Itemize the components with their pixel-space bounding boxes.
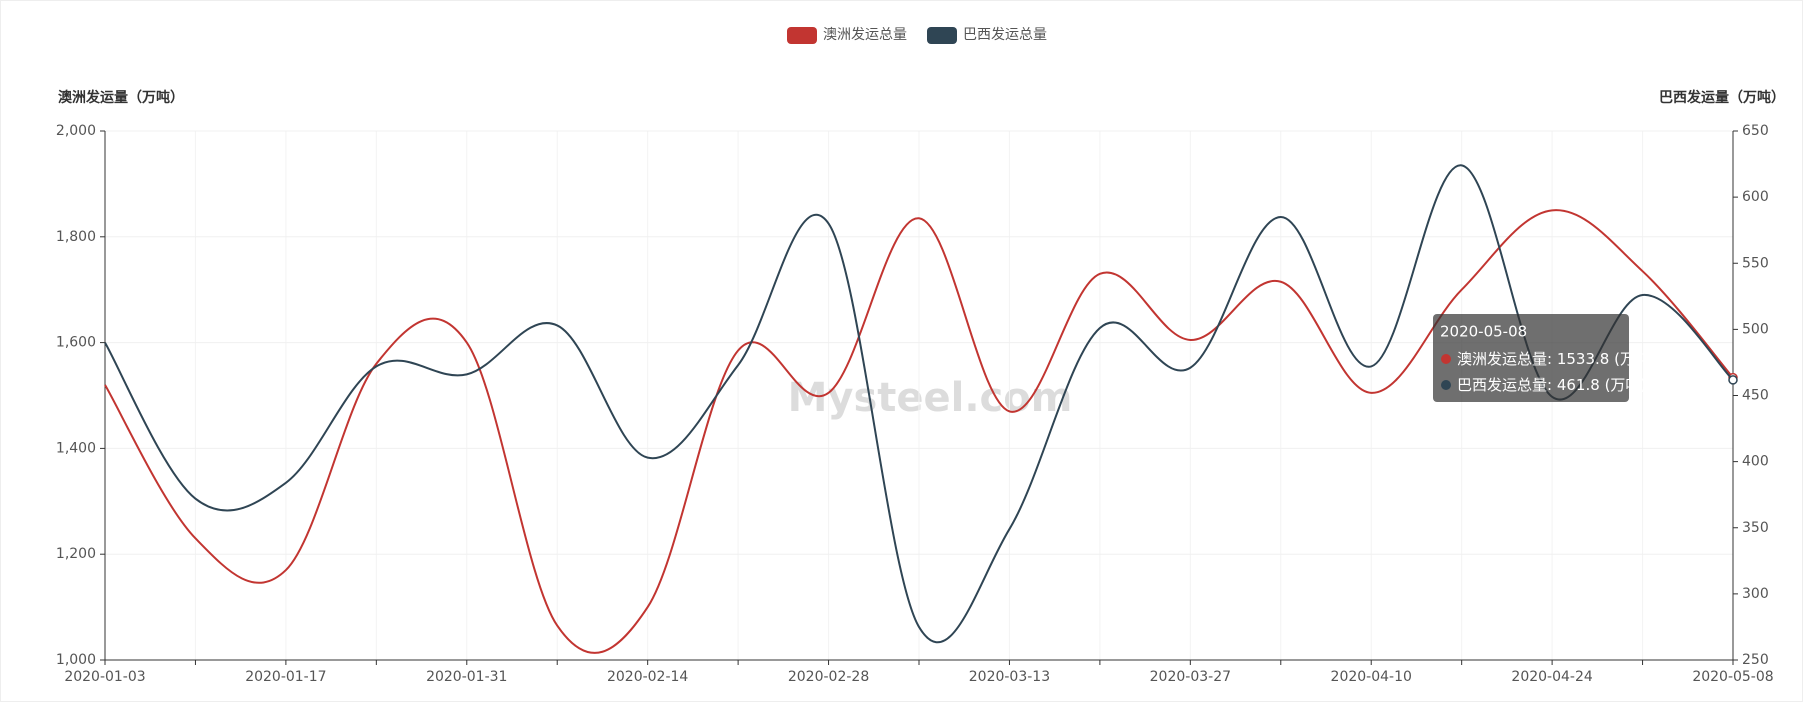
y2-tick-label: 450 — [1742, 388, 1769, 404]
tooltip-value: 461.8 — [1557, 376, 1600, 394]
x-tick-label: 2020-02-14 — [607, 669, 688, 685]
y2-tick-label: 500 — [1742, 321, 1769, 337]
y-tick-label: 1,000 — [56, 652, 96, 668]
legend-swatch — [787, 27, 817, 44]
y-axis-title: 澳洲发运量（万吨） — [58, 89, 184, 106]
y-tick-label: 1,400 — [56, 440, 96, 456]
x-tick-label: 2020-04-10 — [1331, 669, 1412, 685]
legend-swatch — [927, 27, 957, 44]
y-tick-label: 1,600 — [56, 335, 96, 351]
tooltip-unit: (万吨) — [1614, 350, 1656, 368]
y2-tick-label: 550 — [1742, 255, 1769, 271]
y2-tick-label: 300 — [1742, 586, 1769, 602]
tooltip-dot — [1441, 380, 1451, 390]
x-tick-label: 2020-02-28 — [788, 669, 869, 685]
tooltip-name: 巴西发运总量 — [1457, 376, 1547, 394]
line — [104, 209, 1734, 654]
line — [104, 164, 1734, 644]
legend-label: 巴西发运总量 — [963, 27, 1047, 43]
tooltip-unit: (万吨) — [1605, 376, 1647, 394]
tooltip: 2020-05-08 澳洲发运总量: 1533.8 (万吨) 巴西发运总量: 461… — [1433, 314, 1656, 402]
legend-label: 澳洲发运总量 — [823, 27, 907, 43]
tooltip-row: 巴西发运总量: 461.8 (万吨) — [1457, 376, 1646, 394]
tooltip-row: 澳洲发运总量: 1533.8 (万吨) — [1457, 350, 1656, 368]
y2-tick-label: 250 — [1742, 652, 1769, 668]
y2-tick-label: 350 — [1742, 520, 1769, 536]
y-tick-label: 1,800 — [56, 229, 96, 245]
y2-axis-title: 巴西发运量（万吨） — [1659, 89, 1785, 106]
x-tick-label: 2020-01-17 — [245, 669, 326, 685]
tooltip-name: 澳洲发运总量 — [1457, 350, 1547, 368]
x-tick-label: 2020-01-31 — [426, 669, 507, 685]
x-tick-label: 2020-03-13 — [969, 669, 1050, 685]
tooltip-value: 1533.8 — [1557, 350, 1610, 368]
y2-tick-label: 400 — [1742, 454, 1769, 470]
x-tick-label: 2020-05-08 — [1692, 669, 1773, 685]
tooltip-box — [1433, 314, 1629, 402]
point — [1728, 375, 1738, 385]
x-tick-label: 2020-01-03 — [64, 669, 145, 685]
x-tick-label: 2020-03-27 — [1150, 669, 1231, 685]
y-tick-label: 1,200 — [56, 546, 96, 562]
x-tick-label: 2020-04-24 — [1511, 669, 1592, 685]
y2-tick-label: 650 — [1742, 123, 1769, 139]
tooltip-title: 2020-05-08 — [1440, 323, 1527, 341]
watermark: Mysteel.com — [788, 375, 1073, 421]
tooltip-dot — [1441, 354, 1451, 364]
y2-tick-label: 600 — [1742, 189, 1769, 205]
y-tick-label: 2,000 — [56, 123, 96, 139]
